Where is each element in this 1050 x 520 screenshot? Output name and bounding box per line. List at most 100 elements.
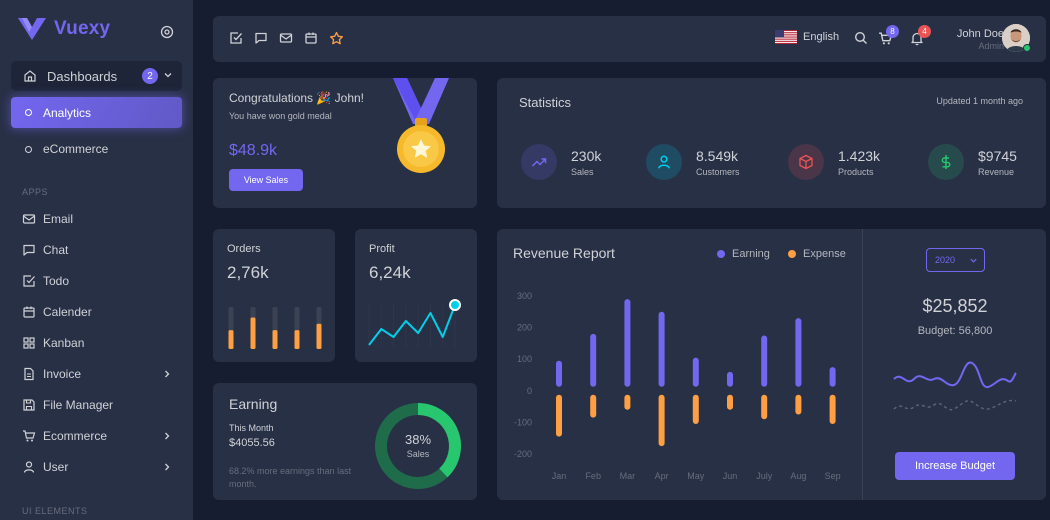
x-tick-label: Jun	[723, 471, 738, 481]
collapse-toggle-icon[interactable]	[160, 25, 174, 39]
revenue-report-card: Revenue Report Earning Expense 300 200 100…	[497, 229, 1046, 500]
sidebar-item-calender[interactable]: Calender	[22, 301, 182, 323]
legend-dot-earning	[717, 250, 725, 258]
legend-earning: Earning	[717, 248, 770, 260]
y-tick-label: 200	[517, 323, 532, 333]
circle-icon	[25, 145, 32, 153]
x-tick-label: Apr	[655, 471, 669, 481]
user-icon	[646, 144, 682, 180]
sidebar-item-label: eCommerce	[43, 142, 109, 156]
chat-icon	[23, 244, 35, 256]
sidebar-item-kanban[interactable]: Kanban	[22, 332, 182, 354]
avatar[interactable]	[1002, 24, 1030, 52]
trending-up-icon	[521, 144, 557, 180]
congratulations-card: Congratulations 🎉 John! You have won gol…	[213, 78, 477, 208]
x-tick-label: Sep	[825, 471, 841, 481]
earning-bar	[556, 360, 562, 387]
orders-bar-chart	[228, 307, 322, 349]
budget-label: Budget: 56,800	[917, 325, 993, 337]
user-name[interactable]: John Doe	[956, 28, 1004, 40]
statistics-title: Statistics	[519, 95, 572, 110]
grid-icon	[23, 337, 35, 349]
sidebar-item-label: Chat	[43, 243, 69, 257]
y-tick-label: -100	[514, 417, 532, 427]
year-dropdown[interactable]: 2020	[926, 248, 985, 272]
earning-title: Earning	[229, 396, 278, 412]
search-icon[interactable]	[854, 31, 868, 45]
sidebar-item-file-manager[interactable]: File Manager	[22, 394, 182, 416]
stat-label: Revenue	[978, 166, 1015, 177]
expense-bar	[761, 394, 768, 420]
sidebar-item-analytics[interactable]: Analytics	[11, 97, 182, 128]
chat-icon[interactable]	[254, 31, 268, 45]
profit-title: Profit	[369, 243, 395, 255]
brand-name: Vuexy	[54, 18, 111, 39]
profit-line	[368, 304, 456, 346]
star-icon[interactable]	[329, 31, 344, 46]
dashboards-badge: 2	[142, 68, 158, 84]
expense-bar	[829, 394, 836, 424]
check-square-icon	[23, 275, 35, 287]
profit-value: 6,24k	[369, 263, 411, 282]
file-text-icon	[24, 367, 34, 381]
sidebar-item-invoice[interactable]: Invoice	[22, 363, 182, 385]
earning-bar	[590, 333, 597, 387]
increase-budget-button[interactable]: Increase Budget	[895, 452, 1015, 480]
vuexy-logo-icon	[18, 18, 46, 40]
sidebar: Vuexy Dashboards 2 Analytics eCommerce A…	[0, 0, 193, 520]
earning-bar	[727, 371, 733, 387]
sidebar-item-todo[interactable]: Todo	[22, 270, 182, 292]
profit-card: Profit 6,24k	[355, 229, 477, 362]
stat-value: 1.423k	[838, 147, 881, 164]
expense-bar	[590, 394, 597, 418]
cart-count-badge: 8	[886, 25, 899, 38]
sidebar-item-ecommerce-dashboard[interactable]: eCommerce	[11, 134, 182, 164]
card-divider	[862, 229, 863, 500]
earning-card: Earning This Month $4055.56 68.2% more e…	[213, 383, 477, 500]
sidebar-item-label: Invoice	[43, 367, 82, 381]
profit-end-point	[449, 299, 461, 311]
x-tick-label: May	[687, 471, 705, 481]
language-selector[interactable]: English	[775, 30, 839, 44]
ui-elements-section-header: UI ELEMENTS	[22, 506, 88, 516]
medal-icon	[393, 78, 449, 173]
earning-bar	[624, 299, 631, 387]
earning-period: This Month	[229, 423, 274, 433]
x-tick-label: July	[756, 471, 773, 481]
earning-amount: $4055.56	[229, 437, 275, 449]
congratulations-amount: $48.9k	[229, 142, 278, 159]
sidebar-item-dashboards[interactable]: Dashboards 2	[11, 61, 182, 91]
donut-slice	[375, 403, 448, 489]
expense-bar	[556, 394, 562, 437]
sidebar-item-ecommerce[interactable]: Ecommerce	[22, 425, 182, 447]
mail-icon[interactable]	[279, 31, 293, 45]
congratulations-subtitle: You have won gold medal	[229, 111, 332, 121]
sidebar-item-chat[interactable]: Chat	[22, 239, 182, 261]
view-sales-button[interactable]: View Sales	[229, 169, 303, 191]
expense-bar	[692, 394, 699, 424]
sidebar-item-label: Dashboards	[47, 68, 118, 84]
language-label: English	[803, 31, 840, 43]
x-tick-label: Aug	[790, 471, 806, 481]
y-tick-label: 0	[527, 386, 532, 396]
brand-logo[interactable]: Vuexy	[18, 18, 110, 40]
legend-label: Earning	[732, 248, 770, 260]
orders-bar	[316, 323, 322, 349]
orders-card: Orders 2,76k	[213, 229, 335, 362]
statistics-card: Statistics Updated 1 month ago 230k Sale…	[497, 78, 1046, 208]
user-icon	[23, 461, 35, 473]
donut-slice	[417, 403, 461, 478]
check-square-icon[interactable]	[229, 31, 243, 45]
profit-line-chart	[368, 299, 461, 347]
orders-bar	[228, 330, 234, 349]
sidebar-item-email[interactable]: Email	[22, 208, 182, 230]
stat-customers: 8.549k Customers	[646, 144, 740, 180]
avatar-image	[1002, 24, 1030, 52]
orders-value: 2,76k	[227, 263, 269, 282]
x-tick-label: Jan	[552, 471, 567, 481]
calendar-icon[interactable]	[304, 31, 318, 45]
sidebar-item-label: File Manager	[43, 398, 114, 412]
sidebar-item-user[interactable]: User	[22, 456, 182, 478]
x-tick-label: Mar	[620, 471, 636, 481]
x-tick-label: Feb	[585, 471, 601, 481]
